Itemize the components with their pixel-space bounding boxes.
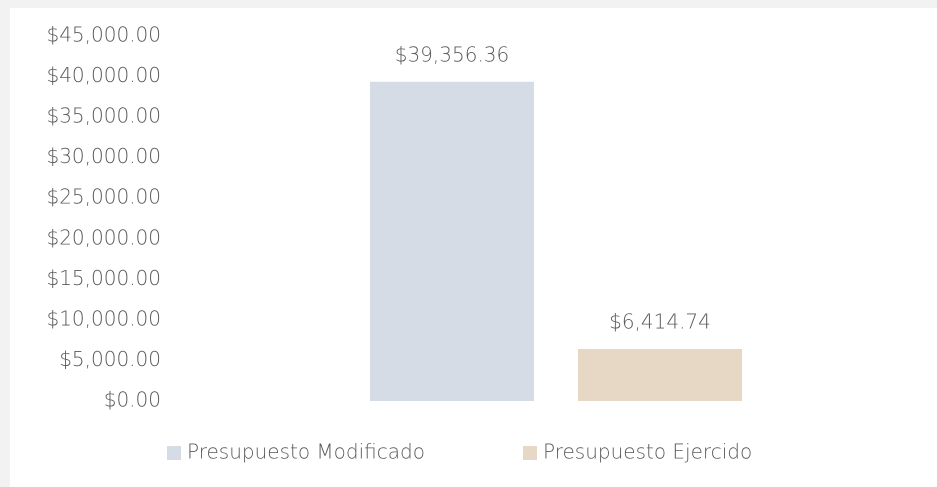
y-tick-label: $40,000.00 bbox=[46, 63, 161, 87]
y-tick-label: $0.00 bbox=[104, 388, 161, 412]
y-tick-label: $15,000.00 bbox=[46, 266, 161, 290]
legend-label: Presupuesto Ejercido bbox=[543, 440, 752, 464]
y-tick-label: $25,000.00 bbox=[46, 185, 161, 209]
bar bbox=[370, 81, 534, 402]
legend-swatch bbox=[167, 446, 181, 460]
y-tick-label: $45,000.00 bbox=[46, 23, 161, 47]
y-tick-label: $35,000.00 bbox=[46, 104, 161, 128]
y-tick-label: $5,000.00 bbox=[59, 347, 161, 371]
y-tick-label: $10,000.00 bbox=[46, 306, 161, 330]
legend-swatch bbox=[523, 446, 537, 460]
y-tick-label: $30,000.00 bbox=[46, 144, 161, 168]
value-label: $6,414.74 bbox=[609, 309, 711, 333]
value-label: $39,356.36 bbox=[395, 42, 510, 66]
legend-label: Presupuesto Modificado bbox=[187, 440, 425, 464]
bar bbox=[578, 348, 742, 401]
y-tick-label: $20,000.00 bbox=[46, 225, 161, 249]
